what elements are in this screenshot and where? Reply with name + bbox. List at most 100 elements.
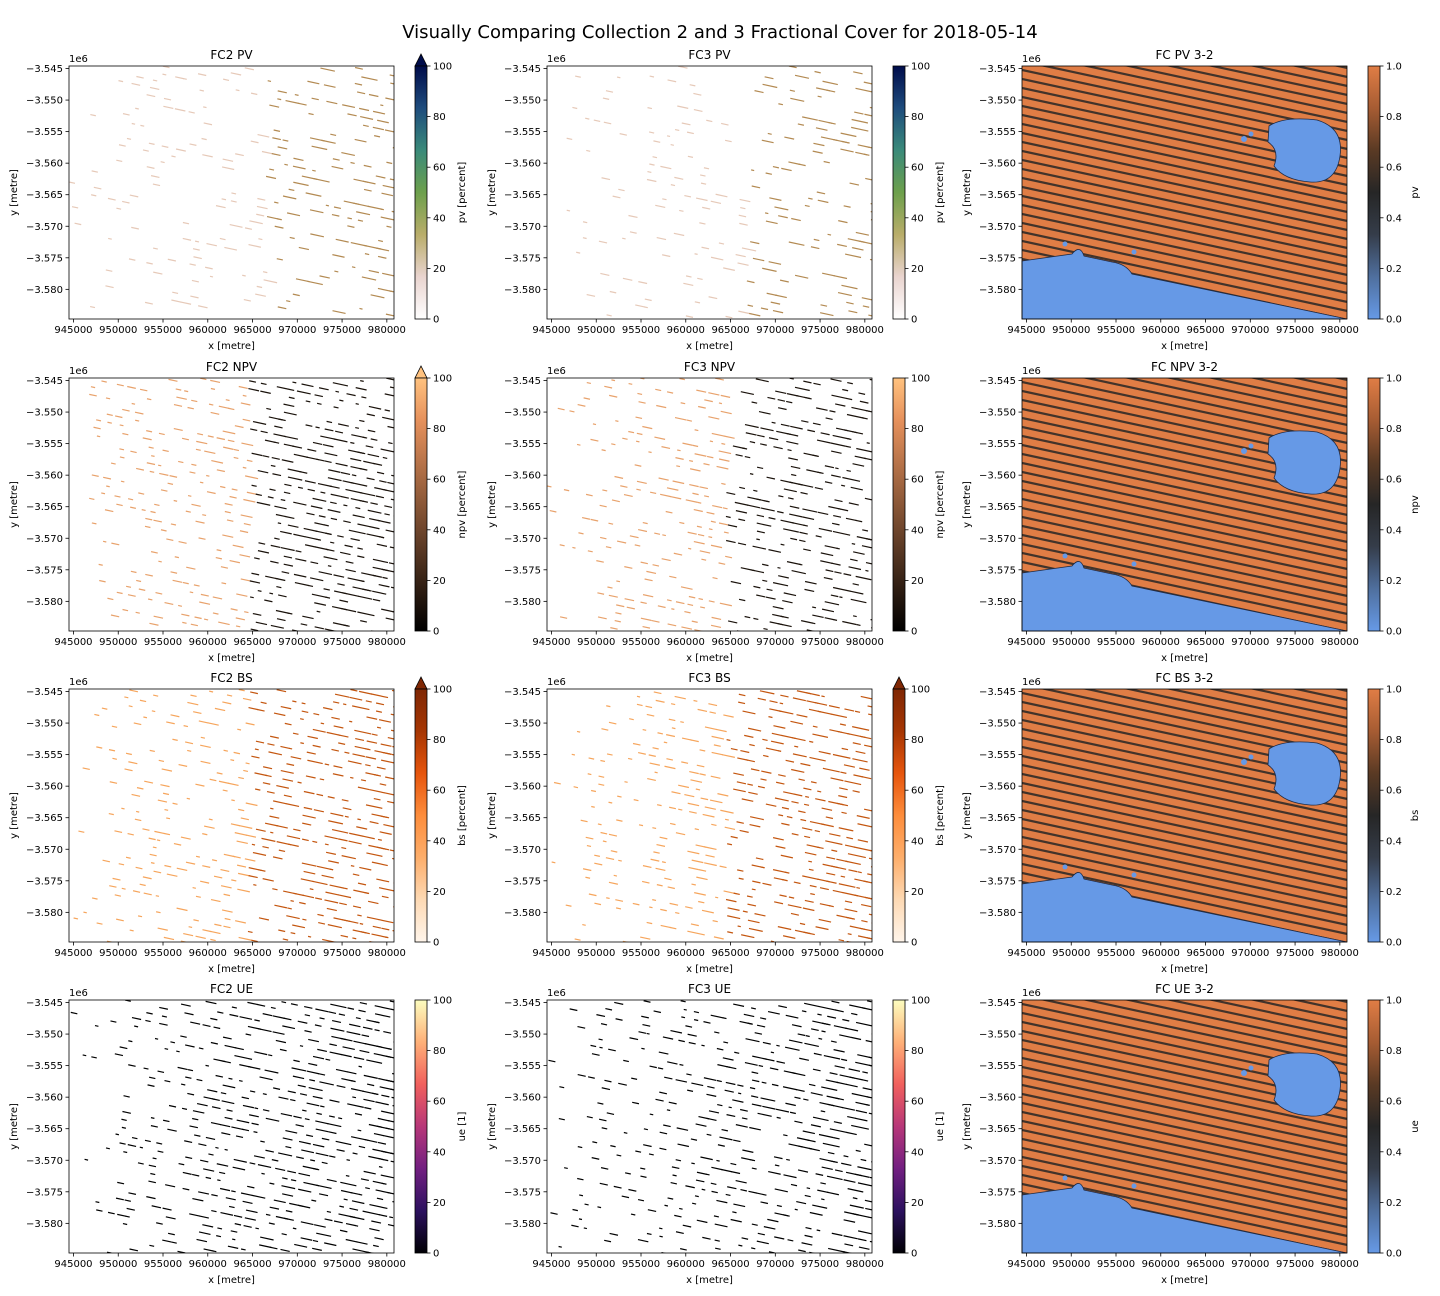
scanline-stripe bbox=[710, 200, 722, 204]
scanline-stripe bbox=[643, 1000, 651, 1003]
scanline-stripe bbox=[187, 406, 195, 410]
y-tick-label: −3.555 bbox=[504, 439, 541, 450]
y-tick-label: −3.555 bbox=[26, 439, 63, 450]
y-tick-label: −3.575 bbox=[504, 1187, 541, 1198]
scanline-stripe bbox=[301, 862, 317, 867]
scanline-stripe bbox=[669, 902, 679, 906]
scanline-stripe bbox=[275, 1039, 287, 1044]
scanline-stripe bbox=[118, 80, 124, 83]
scanline-stripe bbox=[841, 284, 858, 290]
scanline-stripe bbox=[357, 786, 370, 791]
colorbar-gradient bbox=[1367, 377, 1381, 632]
scanline-stripe bbox=[236, 840, 248, 845]
scanline-stripe bbox=[330, 1003, 347, 1009]
y-tick-label: −3.565 bbox=[26, 502, 63, 513]
scanline-stripe bbox=[817, 1013, 822, 1016]
scanline-stripe bbox=[834, 499, 843, 503]
scanline-stripe bbox=[281, 1233, 287, 1236]
scanline-stripe bbox=[575, 75, 581, 78]
scanline-stripe bbox=[381, 895, 389, 899]
scanline-stripe bbox=[272, 473, 282, 477]
scanline-stripe bbox=[325, 891, 339, 896]
scanline-stripe bbox=[245, 762, 250, 765]
scanline-stripe bbox=[663, 741, 668, 744]
scanline-stripe bbox=[286, 388, 295, 391]
scanline-stripe bbox=[600, 1023, 608, 1026]
scanline-stripe bbox=[381, 568, 394, 573]
scanline-stripe bbox=[337, 583, 345, 586]
scanline-stripe bbox=[228, 1205, 235, 1209]
scanline-stripe bbox=[564, 1167, 568, 1170]
scanline-stripe bbox=[384, 513, 390, 516]
scanline-stripe bbox=[159, 1022, 168, 1026]
x-tick-label: 970000 bbox=[1231, 325, 1269, 336]
scanline-stripe bbox=[229, 559, 241, 564]
scanline-stripe bbox=[741, 1237, 749, 1240]
scanline-stripe bbox=[131, 1136, 138, 1140]
scanline-stripe bbox=[273, 441, 280, 444]
scanline-stripe bbox=[366, 1059, 383, 1064]
scanline-stripe bbox=[393, 515, 394, 517]
scanline-stripe bbox=[593, 119, 601, 123]
scanline-stripe bbox=[616, 76, 621, 79]
scanline-stripe bbox=[559, 616, 568, 619]
scanline-stripe bbox=[355, 403, 359, 405]
scanline-stripe bbox=[223, 749, 229, 752]
scanline-stripe bbox=[378, 239, 383, 243]
scanline-stripe bbox=[364, 891, 370, 895]
scanline-stripe bbox=[738, 1244, 743, 1247]
x-tick-label: 960000 bbox=[667, 948, 705, 959]
scanline-stripe bbox=[330, 541, 335, 544]
scanline-stripe bbox=[185, 510, 191, 513]
scanline-stripe bbox=[350, 776, 354, 779]
raster-background bbox=[547, 66, 872, 319]
scanline-stripe bbox=[1165, 66, 1347, 105]
scanline-stripe bbox=[96, 419, 102, 422]
scanline-stripe bbox=[286, 300, 291, 303]
scanline-stripe bbox=[302, 918, 307, 921]
scanline-stripe bbox=[108, 237, 112, 240]
scanline-stripe bbox=[234, 1047, 244, 1051]
scanline-stripe bbox=[587, 1076, 595, 1079]
scanline-stripe bbox=[198, 305, 208, 309]
scanline-stripe bbox=[658, 1051, 669, 1055]
scanline-stripe bbox=[233, 751, 241, 755]
scanline-stripe bbox=[848, 566, 862, 571]
scanline-stripe bbox=[325, 1058, 331, 1061]
scanline-stripe bbox=[299, 718, 304, 721]
scanline-stripe bbox=[380, 216, 394, 221]
scanline-stripe bbox=[223, 446, 234, 450]
scanline-stripe bbox=[253, 1155, 265, 1159]
scanline-stripe bbox=[824, 465, 835, 469]
scanline-stripe bbox=[342, 104, 356, 109]
scanline-stripe bbox=[278, 1096, 289, 1100]
scanline-stripe bbox=[735, 510, 748, 514]
scanline-stripe bbox=[175, 388, 182, 391]
scanline-stripe bbox=[298, 1172, 311, 1177]
colorbar-tick-label: 0.4 bbox=[1386, 836, 1402, 847]
scanline-stripe bbox=[670, 703, 676, 706]
scanline-stripe bbox=[792, 697, 806, 702]
scanline-stripe bbox=[706, 1133, 712, 1136]
scanline-stripe bbox=[752, 257, 765, 262]
scanline-stripe bbox=[257, 708, 265, 712]
scanline-stripe bbox=[864, 1199, 872, 1203]
scanline-stripe bbox=[93, 186, 102, 190]
x-tick-label: 950000 bbox=[1052, 948, 1090, 959]
scanline-stripe bbox=[843, 1235, 858, 1240]
scanline-stripe bbox=[136, 467, 145, 471]
scanline-stripe bbox=[563, 489, 570, 492]
scanline-stripe bbox=[1123, 378, 1347, 426]
scanline-stripe bbox=[305, 775, 316, 779]
scanline-stripe bbox=[791, 522, 805, 526]
scanline-stripe bbox=[270, 544, 281, 549]
scanline-stripe bbox=[764, 1058, 775, 1062]
scanline-stripe bbox=[814, 702, 828, 706]
scanline-stripe bbox=[343, 624, 350, 627]
y-tick-label: −3.555 bbox=[26, 1061, 63, 1072]
scanline-stripe bbox=[636, 695, 641, 698]
scanline-stripe bbox=[131, 793, 141, 797]
scanline-stripe bbox=[359, 922, 364, 925]
scanline-stripe bbox=[680, 721, 684, 724]
